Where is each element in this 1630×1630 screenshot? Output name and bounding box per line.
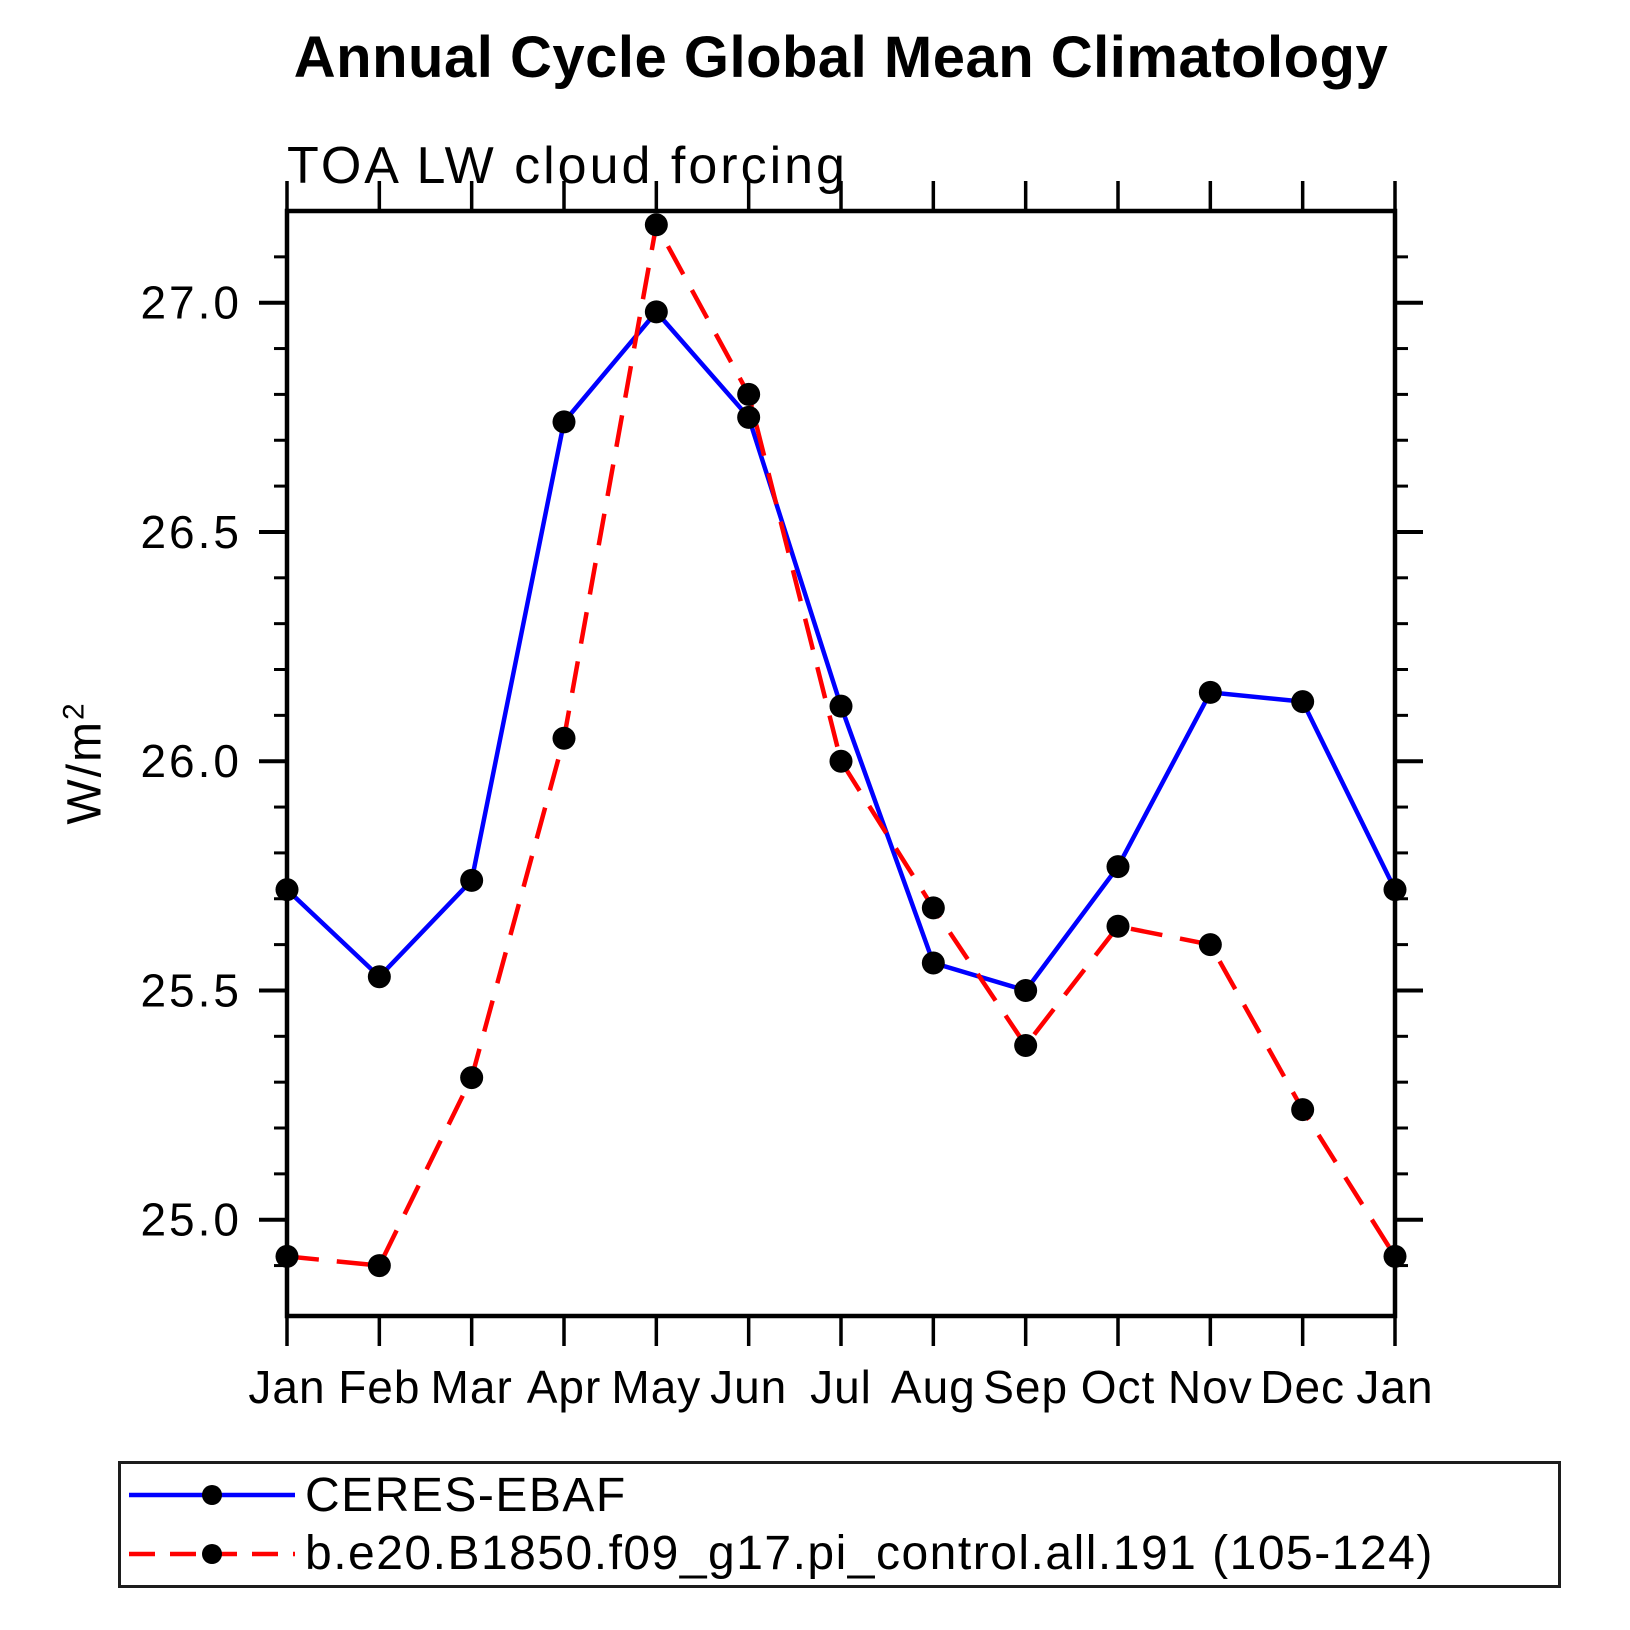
data-point-marker <box>1383 878 1407 902</box>
x-tick-label: Jun <box>710 1361 787 1413</box>
data-point-marker <box>1106 855 1130 879</box>
legend-box: CERES-EBAF b.e20.B1850.f09_g17.pi_contro… <box>118 1461 1561 1588</box>
legend-marker-dot <box>202 1485 222 1506</box>
x-tick-label: May <box>611 1361 701 1413</box>
data-point-marker <box>737 405 761 429</box>
data-point-marker <box>921 951 945 975</box>
data-point-marker <box>1291 1098 1315 1122</box>
series-line-model <box>286 218 1397 1268</box>
x-tick-label: Aug <box>891 1361 976 1413</box>
legend-row-ceres: CERES-EBAF <box>121 1468 1558 1523</box>
legend-row-model: b.e20.B1850.f09_g17.pi_control.all.191 (… <box>121 1526 1558 1581</box>
legend-swatch-ceres <box>129 1485 295 1506</box>
x-tick-label: Oct <box>1081 1361 1156 1413</box>
data-point-marker <box>737 382 761 406</box>
data-point-marker <box>1106 914 1130 938</box>
x-tick-label: Feb <box>338 1361 420 1413</box>
data-point-marker <box>552 726 576 750</box>
legend-marker-dot <box>202 1543 222 1564</box>
data-point-marker <box>829 749 853 773</box>
data-point-marker <box>552 410 576 434</box>
plot-frame <box>284 208 1398 1319</box>
legend-swatch-model <box>129 1543 295 1564</box>
data-point-marker <box>275 1244 299 1268</box>
data-point-marker <box>1014 978 1038 1002</box>
x-tick-label: Jul <box>810 1361 872 1413</box>
data-point-marker <box>460 1066 484 1090</box>
y-tick-label: 25.5 <box>140 964 242 1016</box>
legend-label-ceres: CERES-EBAF <box>305 1468 627 1522</box>
y-tick-label: 26.5 <box>140 506 242 558</box>
data-point-marker <box>921 896 945 920</box>
series-line-ceres <box>285 308 1398 994</box>
data-point-marker <box>275 878 299 902</box>
data-point-marker <box>1014 1033 1038 1057</box>
data-point-marker <box>644 300 668 324</box>
x-tick-label: Jan <box>1356 1361 1433 1413</box>
data-point-marker <box>1198 933 1222 957</box>
data-point-marker <box>367 1254 391 1278</box>
x-tick-label: Mar <box>431 1361 513 1413</box>
x-tick-label: Jan <box>248 1361 325 1413</box>
x-tick-label: Sep <box>983 1361 1068 1413</box>
legend-label-model: b.e20.B1850.f09_g17.pi_control.all.191 (… <box>305 1527 1434 1581</box>
data-point-marker <box>1198 680 1222 704</box>
data-point-marker <box>1383 1244 1407 1268</box>
data-point-marker <box>1291 690 1315 714</box>
y-tick-label: 27.0 <box>140 277 242 329</box>
y-tick-label: 25.0 <box>140 1194 242 1246</box>
data-point-marker <box>460 868 484 892</box>
y-tick-label: 26.0 <box>140 735 242 787</box>
x-tick-label: Apr <box>527 1361 602 1413</box>
chart-title: Annual Cycle Global Mean Climatology <box>293 25 1389 90</box>
x-tick-label: Dec <box>1260 1361 1345 1413</box>
data-point-marker <box>644 213 668 237</box>
data-point-marker <box>829 694 853 718</box>
data-point-marker <box>367 965 391 989</box>
x-tick-label: Nov <box>1168 1361 1253 1413</box>
